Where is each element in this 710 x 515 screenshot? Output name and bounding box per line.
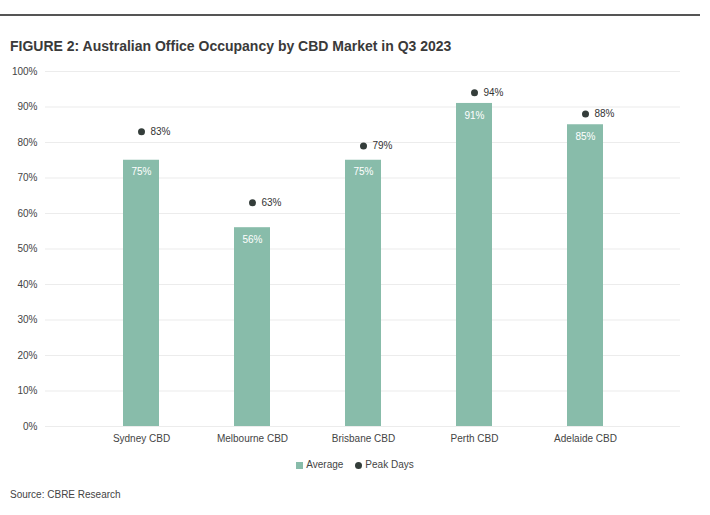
svg-text:20%: 20% bbox=[17, 350, 37, 361]
svg-text:60%: 60% bbox=[17, 208, 37, 219]
html-text:Peak Days: Peak Days bbox=[365, 458, 414, 470]
svg-text:Adelaide CBD: Adelaide CBD bbox=[554, 433, 617, 444]
svg-text:85%: 85% bbox=[575, 131, 595, 142]
html-text:Source: CBRE Research: Source: CBRE Research bbox=[10, 489, 121, 500]
svg-text:Perth CBD: Perth CBD bbox=[451, 433, 499, 444]
svg-text:63%: 63% bbox=[262, 197, 282, 208]
html-text:FIGURE 2: Australian Office Oc: FIGURE 2: Australian Office Occupancy by… bbox=[10, 38, 452, 54]
svg-text:80%: 80% bbox=[17, 137, 37, 148]
svg-text:83%: 83% bbox=[151, 126, 171, 137]
svg-text:100%: 100% bbox=[12, 66, 38, 77]
svg-text:75%: 75% bbox=[353, 166, 373, 177]
svg-text:Melbourne CBD: Melbourne CBD bbox=[217, 433, 288, 444]
svg-text:90%: 90% bbox=[17, 101, 37, 112]
html-text:Average: Average bbox=[306, 458, 344, 470]
svg-text:Sydney CBD: Sydney CBD bbox=[113, 433, 170, 444]
svg-text:Brisbane CBD: Brisbane CBD bbox=[332, 433, 395, 444]
svg-text:30%: 30% bbox=[17, 314, 37, 325]
svg-text:0%: 0% bbox=[23, 421, 38, 432]
svg-text:56%: 56% bbox=[242, 234, 262, 245]
svg-text:40%: 40% bbox=[17, 279, 37, 290]
svg-text:75%: 75% bbox=[131, 166, 151, 177]
svg-text:79%: 79% bbox=[373, 140, 393, 151]
svg-text:88%: 88% bbox=[595, 108, 615, 119]
svg-text:94%: 94% bbox=[484, 87, 504, 98]
svg-text:10%: 10% bbox=[17, 385, 37, 396]
svg-text:91%: 91% bbox=[464, 110, 484, 121]
svg-text:70%: 70% bbox=[17, 172, 37, 183]
svg-text:50%: 50% bbox=[17, 243, 37, 254]
